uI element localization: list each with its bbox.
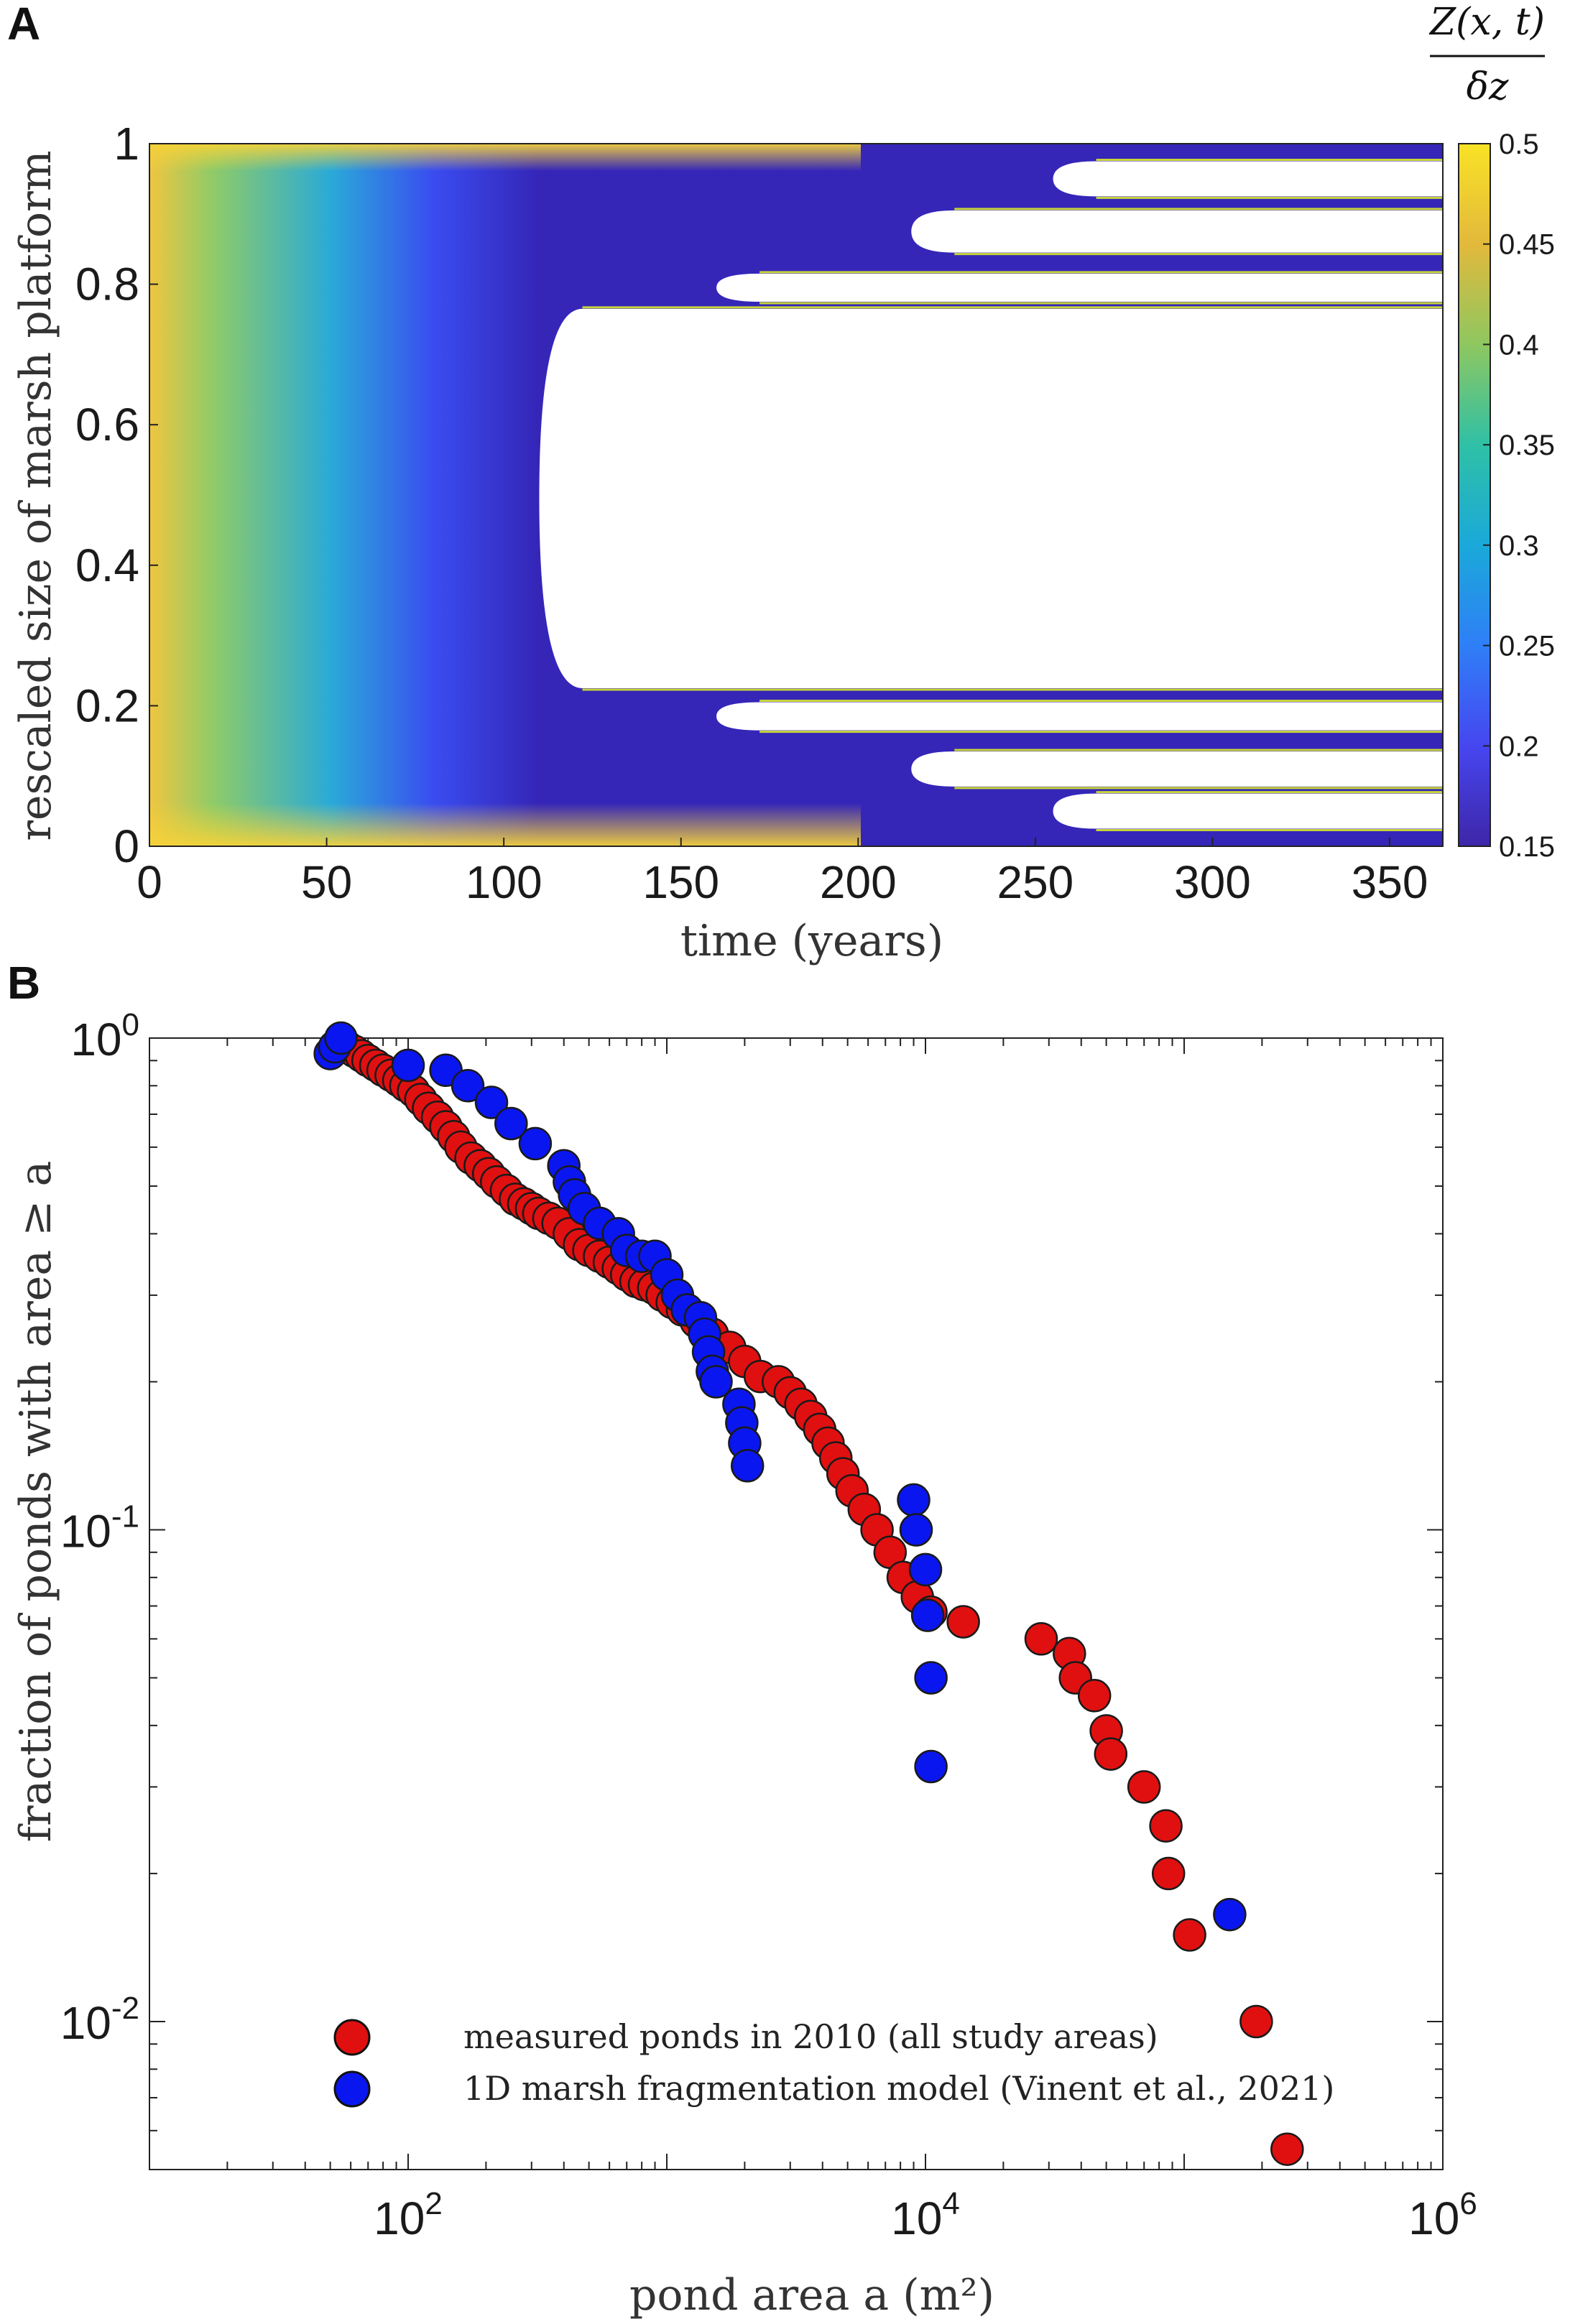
model-point: [914, 1661, 948, 1695]
model-point: [910, 1598, 945, 1632]
heatmap-top-edge-band: [149, 144, 861, 171]
colorbar-bar: [1458, 143, 1491, 847]
panel-b-label: B: [7, 957, 40, 1009]
pond-region: [1053, 161, 1443, 197]
heatmap-bottom-edge-band: [149, 803, 861, 846]
x-tick-label: 0: [137, 856, 162, 908]
panel-a-y-axis-label: rescaled size of marsh platform: [11, 150, 61, 841]
y-tick-label: 1: [114, 118, 139, 170]
measured-pond-point: [1024, 1622, 1058, 1656]
legend-label-measured: measured ponds in 2010 (all study areas): [463, 2017, 1158, 2056]
measured-pond-point: [1173, 1918, 1206, 1952]
panel-b-scatter-chart: 102 104 106 100 10-1 10-2 pond area a (m²) f…: [11, 1007, 1477, 2320]
colorbar-tick-label: 0.45: [1499, 229, 1555, 261]
y-tick-label: 0.8: [75, 259, 139, 310]
measured-pond-point: [1094, 1737, 1128, 1771]
panel-b-legend: measured ponds in 2010 (all study areas)…: [333, 2017, 1334, 2108]
x-tick-label: 150: [642, 856, 719, 908]
panel-a-x-axis-label: time (years): [680, 916, 943, 966]
measured-pond-point: [1270, 2132, 1304, 2166]
panel-a-axes-frame: [149, 143, 1444, 847]
x-tick-label: 350: [1352, 856, 1428, 908]
model-point: [451, 1069, 485, 1103]
colorbar-label-numerator: Z(x, t): [1428, 1, 1545, 44]
model-point: [494, 1106, 528, 1141]
panel-b-x-axis-label: pond area a (m²): [629, 2270, 994, 2320]
y-tick-label: 10-2: [60, 1991, 139, 2049]
model-point: [730, 1449, 765, 1483]
model-point: [518, 1126, 553, 1161]
x-tick-label: 102: [374, 2186, 443, 2244]
model-point: [908, 1552, 943, 1587]
panel-b-axes-frame: [149, 1037, 1444, 2170]
y-tick-label: 0.4: [75, 540, 139, 591]
colorbar-label-denominator: δz: [1467, 65, 1509, 108]
y-tick-label: 0: [114, 820, 139, 872]
colorbar: Z(x, t) δz 0.5 0.45 0.4 0.35 0.3 0.25 0.2 0.15: [1428, 1, 1555, 863]
model-point: [914, 1749, 948, 1784]
x-tick-label: 300: [1174, 856, 1251, 908]
panel-a-x-ticks: 0 50 100 150 200 250 300 350: [137, 838, 1428, 908]
pond-regions: [539, 158, 1443, 832]
y-tick-label: 0.2: [75, 680, 139, 731]
colorbar-tick-label: 0.2: [1499, 731, 1539, 762]
model-point: [699, 1365, 733, 1399]
legend-marker-model: [333, 2070, 371, 2108]
colorbar-tick-label: 0.35: [1499, 430, 1555, 461]
pond-region: [716, 273, 1443, 302]
panel-b-x-ticks: 102 104 106: [374, 2186, 1477, 2244]
colorbar-tick-label: 0.5: [1499, 129, 1539, 160]
pond-region: [539, 308, 1443, 688]
colorbar-tick-label: 0.4: [1499, 329, 1539, 361]
model-point: [391, 1048, 425, 1083]
pond-region: [911, 751, 1443, 787]
measured-pond-point: [1151, 1856, 1186, 1891]
measured-pond-point: [1149, 1809, 1183, 1843]
x-tick-label: 250: [997, 856, 1073, 908]
measured-pond-point: [1077, 1679, 1112, 1713]
y-tick-label: 0.6: [75, 399, 139, 450]
measured-pond-point: [1127, 1770, 1161, 1804]
model-point: [899, 1513, 933, 1547]
panel-b-y-axis-label: fraction of ponds with area ≥ a: [11, 1161, 61, 1843]
colorbar-tick-label: 0.15: [1499, 831, 1555, 863]
colorbar-tick-label: 0.25: [1499, 631, 1555, 662]
measured-pond-point: [946, 1605, 980, 1639]
x-tick-label: 104: [891, 2186, 960, 2244]
x-tick-label: 200: [820, 856, 897, 908]
legend-marker-measured: [333, 2019, 371, 2056]
y-tick-label: 10-1: [60, 1499, 139, 1557]
panel-b-minor-ticks: [149, 1038, 1443, 2170]
model-point: [897, 1483, 931, 1517]
pond-region: [911, 210, 1443, 253]
model-point: [324, 1021, 358, 1055]
panel-a-y-ticks: 0 0.2 0.4 0.6 0.8 1: [75, 118, 158, 872]
measured-pond-point: [1239, 2004, 1273, 2039]
panel-a-label: A: [7, 0, 40, 50]
model-point: [474, 1085, 509, 1119]
pond-region: [1053, 793, 1443, 829]
y-tick-label: 100: [70, 1007, 139, 1065]
panel-b-y-ticks: 100 10-1 10-2: [60, 1007, 139, 2049]
panel-b-data-points: [313, 1021, 1304, 2166]
x-tick-label: 100: [466, 856, 542, 908]
heatmap-area: [149, 144, 1443, 846]
model-point: [1213, 1897, 1247, 1932]
x-tick-label: 50: [301, 856, 352, 908]
pond-region: [716, 702, 1443, 731]
x-tick-label: 106: [1408, 2186, 1477, 2244]
colorbar-ticks: 0.5 0.45 0.4 0.35 0.3 0.25 0.2 0.15: [1483, 129, 1555, 863]
legend-label-model: 1D marsh fragmentation model (Vinent et …: [463, 2069, 1334, 2108]
colorbar-tick-label: 0.3: [1499, 530, 1539, 562]
panel-a-heatmap-chart: 0 50 100 150 200 250 300 350 0 0.2 0.4 0.6 0.8 1 tim…: [11, 1, 1555, 966]
